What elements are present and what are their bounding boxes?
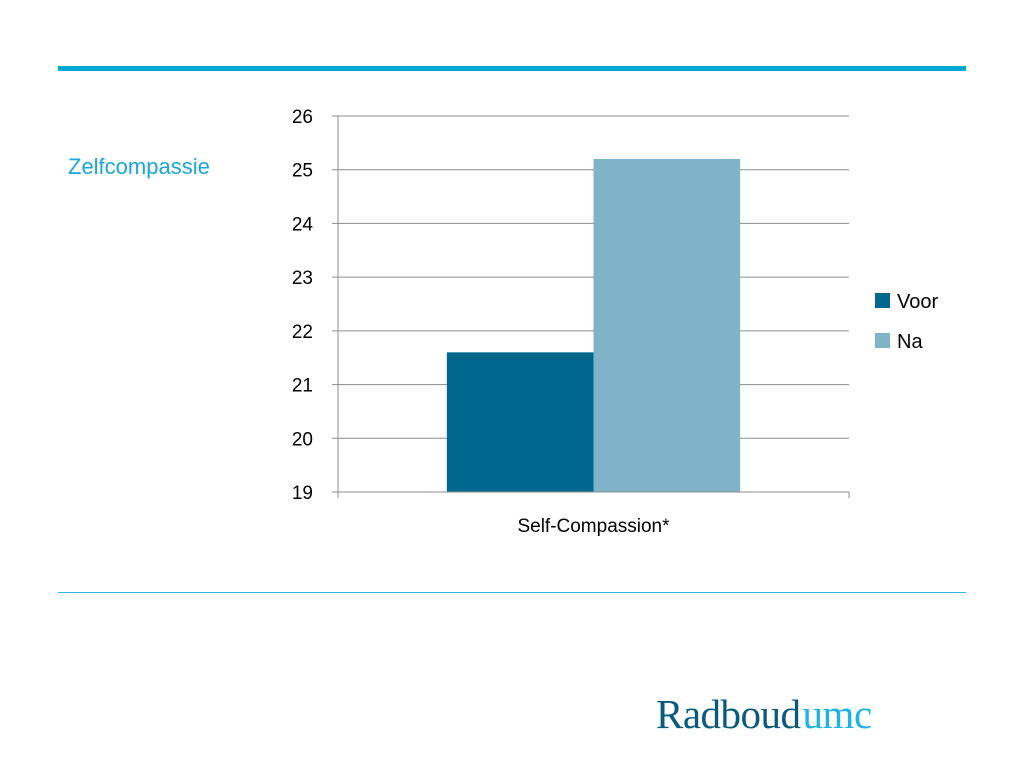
chart-axes [332, 115, 850, 498]
bar-na [593, 158, 741, 492]
y-tick-label: 26 [292, 107, 313, 128]
slide-title: Zelfcompassie [68, 154, 210, 179]
logo-wordmark-umc: umc [802, 691, 873, 737]
top-accent-rule [58, 66, 966, 71]
y-tick-label: 25 [292, 161, 313, 182]
y-tick-label: 19 [292, 483, 313, 504]
chart-bars [446, 158, 741, 492]
bar-chart: 19 20 21 22 23 24 25 26 Self-Compassion* Voor Na [292, 107, 939, 537]
bottom-rule [58, 592, 966, 593]
y-tick-label: 23 [292, 268, 313, 289]
legend-label-voor: Voor [897, 291, 938, 313]
bar-voor [446, 352, 594, 492]
chart-legend: Voor Na [875, 291, 938, 353]
y-tick-label: 22 [292, 322, 313, 343]
y-tick-labels: 19 20 21 22 23 24 25 26 [292, 107, 314, 504]
legend-swatch-voor [875, 293, 890, 308]
y-tick-label: 24 [292, 214, 314, 235]
logo-wordmark-radboud: Radboud [656, 691, 801, 737]
radboudumc-logo: Radboudumc [656, 694, 872, 735]
legend-label-na: Na [897, 331, 923, 353]
y-tick-label: 20 [292, 429, 313, 450]
legend-swatch-na [875, 333, 890, 348]
y-tick-label: 21 [292, 376, 313, 397]
x-category-labels: Self-Compassion* [517, 516, 670, 537]
x-category-label: Self-Compassion* [517, 516, 670, 537]
